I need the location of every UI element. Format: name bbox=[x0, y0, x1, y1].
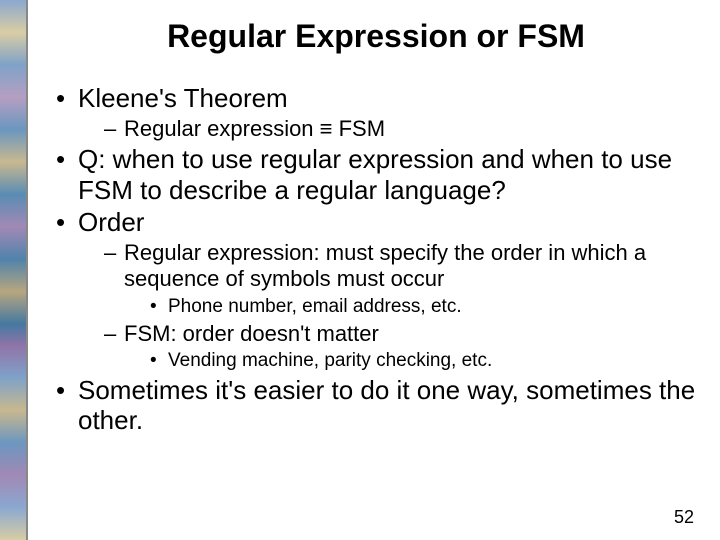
bullet-text: Vending machine, parity checking, etc. bbox=[168, 350, 492, 371]
bullet-text: Phone number, email address, etc. bbox=[168, 296, 462, 317]
bullet-text: Regular expression: must specify the ord… bbox=[124, 240, 646, 291]
bullet-text: Q: when to use regular expression and wh… bbox=[78, 144, 672, 205]
slide-content: Regular Expression or FSM Kleene's Theor… bbox=[28, 0, 720, 540]
slide: Regular Expression or FSM Kleene's Theor… bbox=[0, 0, 720, 540]
slide-title: Regular Expression or FSM bbox=[52, 18, 700, 55]
bullet-text: FSM: order doesn't matter bbox=[124, 321, 379, 346]
bullet-l1: Order Regular expression: must specify t… bbox=[56, 207, 700, 372]
bullet-l1: Kleene's Theorem Regular expression ≡ FS… bbox=[56, 83, 700, 142]
bullet-l3: Vending machine, parity checking, etc. bbox=[150, 349, 700, 373]
bullet-l2: FSM: order doesn't matter Vending machin… bbox=[104, 321, 700, 373]
bullet-l1: Q: when to use regular expression and wh… bbox=[56, 144, 700, 205]
bullet-text: Sometimes it's easier to do it one way, … bbox=[78, 375, 695, 436]
bullet-list: Kleene's Theorem Regular expression ≡ FS… bbox=[52, 83, 700, 436]
bullet-l2: Regular expression ≡ FSM bbox=[104, 116, 700, 142]
bullet-text: Regular expression ≡ FSM bbox=[124, 116, 385, 141]
bullet-l1: Sometimes it's easier to do it one way, … bbox=[56, 375, 700, 436]
bullet-l3: Phone number, email address, etc. bbox=[150, 295, 700, 319]
bullet-text: Kleene's Theorem bbox=[78, 83, 288, 113]
page-number: 52 bbox=[674, 507, 694, 528]
bullet-l2: Regular expression: must specify the ord… bbox=[104, 240, 700, 319]
bullet-text: Order bbox=[78, 207, 144, 237]
decorative-side-strip bbox=[0, 0, 28, 540]
